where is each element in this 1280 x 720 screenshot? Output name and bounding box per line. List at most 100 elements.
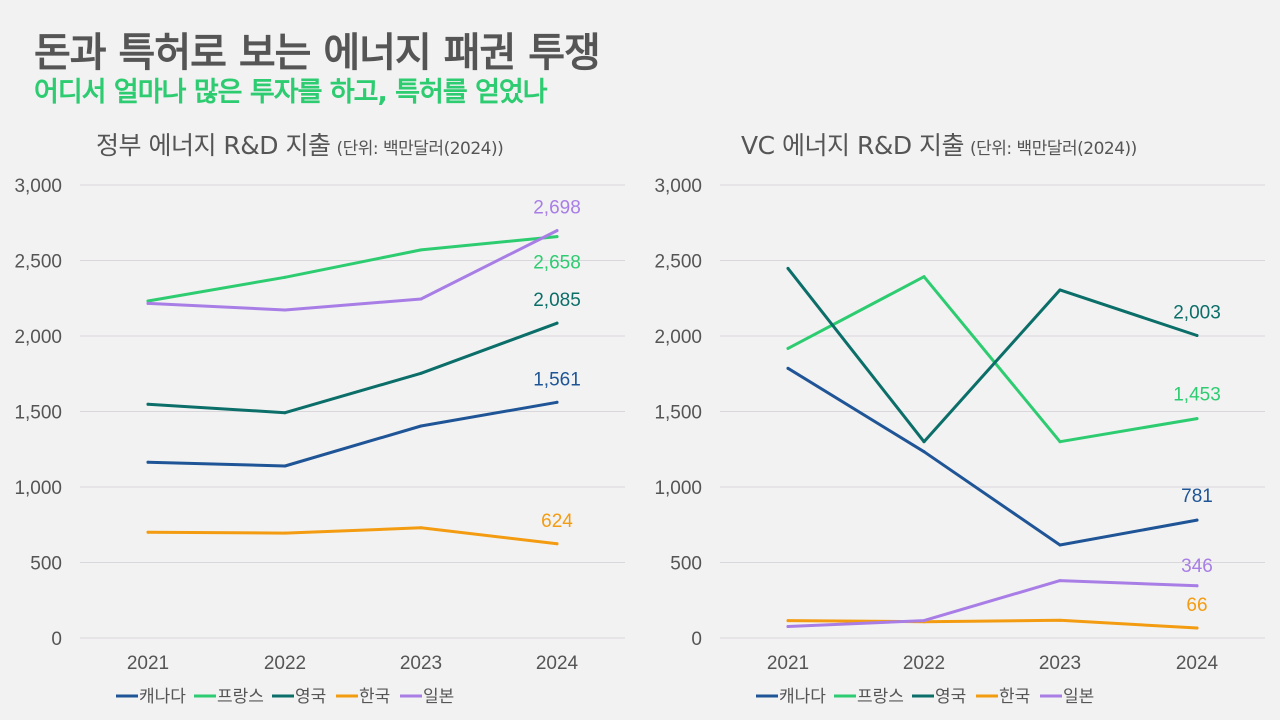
vc-series-line-1: [786, 275, 1199, 444]
vc-data-point: [1058, 579, 1062, 583]
vc-x-tick-label: 2021: [767, 653, 809, 674]
government-data-point: [283, 531, 287, 535]
vc-y-tick-label: 1,000: [654, 478, 702, 499]
government-data-point: [419, 248, 423, 252]
government-legend-label: 영국: [295, 687, 326, 707]
vc-chart-title-text: VC 에너지 R&D 지출: [741, 131, 965, 160]
government-data-label: 1,561: [533, 369, 581, 390]
vc-data-point: [922, 275, 926, 279]
government-data-point: [555, 542, 559, 546]
government-data-point: [419, 424, 423, 428]
government-data-point: [146, 530, 150, 534]
government-x-tick-label: 2023: [400, 653, 442, 674]
government-data-point: [283, 275, 287, 279]
vc-series-line-0: [786, 366, 1199, 547]
vc-data-point: [786, 625, 790, 629]
vc-data-point: [1058, 440, 1062, 444]
vc-y-tick-label: 1,500: [654, 403, 702, 424]
vc-data-point: [1195, 584, 1199, 588]
vc-data-point: [1058, 543, 1062, 547]
vc-data-point: [922, 450, 926, 454]
government-data-label: 2,085: [533, 290, 581, 311]
vc-x-tick-label: 2022: [903, 653, 945, 674]
vc-legend-label: 영국: [935, 687, 966, 707]
vc-data-label: 1,453: [1173, 385, 1221, 406]
vc-data-label: 781: [1181, 486, 1213, 507]
vc-y-tick-label: 3,000: [654, 176, 702, 197]
vc-data-point: [1195, 334, 1199, 338]
government-series-line-3: [146, 526, 559, 546]
government-chart-title-text: 정부 에너지 R&D 지출: [96, 131, 331, 160]
government-data-label: 2,698: [533, 198, 581, 219]
vc-y-tick-label: 500: [670, 554, 702, 575]
vc-chart-title: VC 에너지 R&D 지출 (단위: 백만달러(2024)): [741, 126, 1137, 162]
government-data-point: [419, 526, 423, 530]
government-series-line-1: [146, 235, 559, 303]
government-legend-label: 일본: [423, 687, 454, 707]
government-data-point: [283, 308, 287, 312]
government-x-tick-label: 2021: [127, 653, 169, 674]
government-y-tick-label: 3,000: [14, 176, 62, 197]
government-chart-unit-note: (단위: 백만달러(2024)): [336, 139, 504, 159]
government-data-point: [555, 235, 559, 239]
vc-x-tick-label: 2024: [1176, 653, 1219, 674]
government-x-tick-label: 2024: [536, 653, 579, 674]
government-data-point: [146, 299, 150, 303]
vc-series-line-4: [786, 579, 1199, 628]
government-legend-label: 한국: [359, 687, 390, 707]
vc-data-point: [1195, 626, 1199, 630]
vc-legend-label: 한국: [999, 687, 1030, 707]
vc-legend-label: 일본: [1063, 687, 1094, 707]
vc-chart-unit-note: (단위: 백만달러(2024)): [970, 139, 1137, 159]
vc-data-point: [786, 266, 790, 270]
government-y-tick-label: 2,500: [14, 252, 62, 273]
government-data-label: 624: [541, 511, 573, 532]
vc-y-tick-label: 2,000: [654, 327, 702, 348]
vc-data-label: 66: [1186, 595, 1207, 616]
government-data-point: [555, 400, 559, 404]
government-y-tick-label: 2,000: [14, 327, 62, 348]
government-data-point: [146, 402, 150, 406]
government-data-point: [419, 297, 423, 301]
government-data-point: [283, 411, 287, 415]
government-data-point: [555, 321, 559, 325]
vc-data-point: [786, 346, 790, 350]
government-y-tick-label: 500: [30, 554, 62, 575]
vc-data-point: [1058, 618, 1062, 622]
government-data-point: [555, 229, 559, 233]
vc-data-point: [786, 619, 790, 623]
vc-y-tick-label: 2,500: [654, 252, 702, 273]
vc-data-point: [786, 366, 790, 370]
government-data-label: 2,658: [533, 253, 581, 274]
vc-data-label: 346: [1181, 556, 1213, 577]
vc-data-point: [1195, 417, 1199, 421]
vc-data-point: [922, 620, 926, 624]
government-data-point: [146, 301, 150, 305]
government-legend-label: 프랑스: [217, 687, 264, 707]
government-rd-line-chart: 0 500 1,000 1,500 2,000 2,500 3,000 2021 2022 202…: [14, 176, 625, 707]
vc-data-point: [922, 440, 926, 444]
vc-data-point: [1195, 518, 1199, 522]
government-y-tick-label: 1,000: [14, 478, 62, 499]
government-series-line-2: [146, 321, 559, 415]
government-series-line-4: [146, 229, 559, 312]
vc-data-label: 2,003: [1173, 303, 1221, 324]
government-x-tick-label: 2022: [264, 653, 306, 674]
vc-series-line-2: [786, 266, 1199, 444]
government-y-tick-label: 1,500: [14, 403, 62, 424]
government-data-point: [419, 371, 423, 375]
vc-series-line-3: [786, 618, 1199, 630]
government-chart-title: 정부 에너지 R&D 지출 (단위: 백만달러(2024)): [96, 126, 504, 162]
vc-x-tick-label: 2023: [1039, 653, 1081, 674]
government-data-point: [146, 460, 150, 464]
government-series-line-0: [146, 400, 559, 468]
vc-legend-label: 캐나다: [779, 687, 826, 707]
vc-y-tick-label: 0: [691, 629, 702, 650]
page-title: 돈과 특허로 보는 에너지 패권 투쟁: [34, 30, 601, 76]
page-subtitle: 어디서 얼마나 많은 투자를 하고, 특허를 얻었나: [34, 77, 548, 108]
government-data-point: [283, 464, 287, 468]
vc-data-point: [922, 619, 926, 623]
vc-data-point: [1058, 288, 1062, 292]
government-legend-label: 캐나다: [139, 687, 186, 707]
vc-legend-label: 프랑스: [857, 687, 904, 707]
